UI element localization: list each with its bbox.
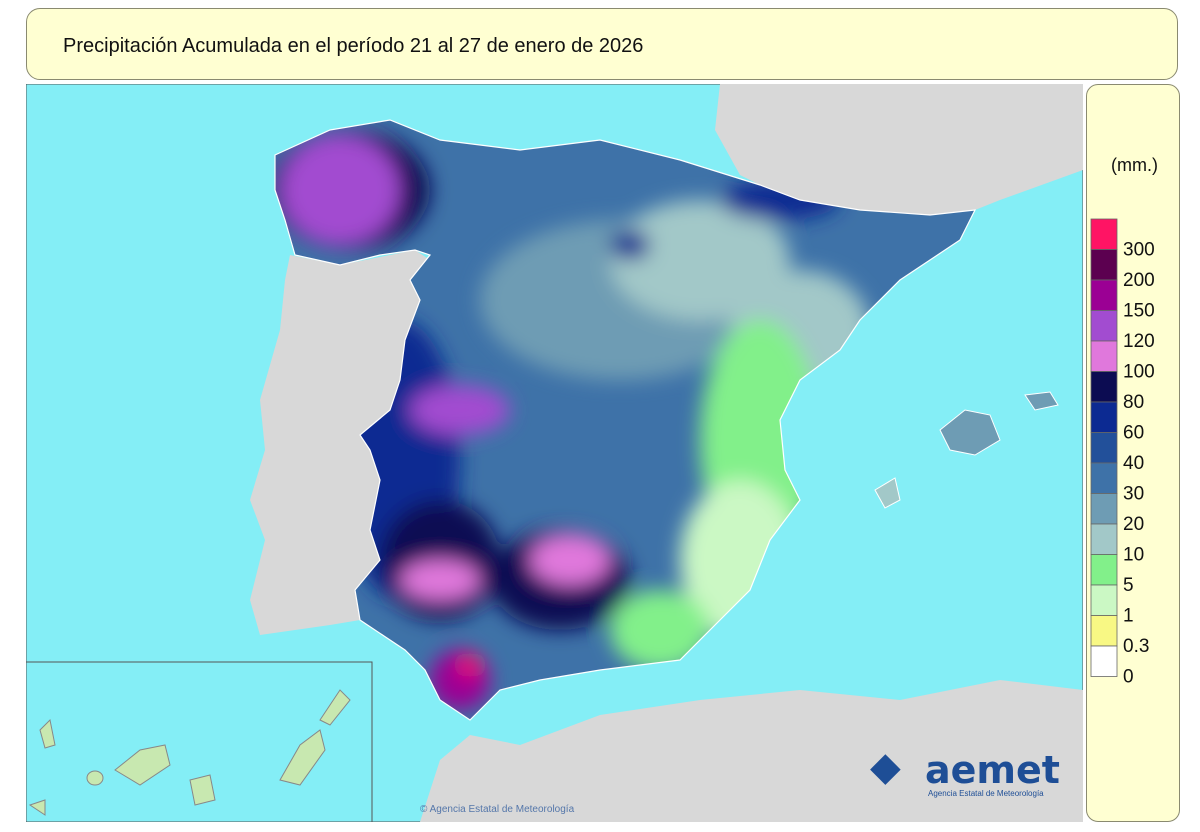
map: ◆ aemet Agencia Estatal de Meteorología … <box>26 84 1083 822</box>
legend-label: 300 <box>1123 240 1155 261</box>
legend-label: 200 <box>1123 270 1155 291</box>
legend-label: 80 <box>1123 392 1144 413</box>
legend-swatch <box>1090 523 1118 555</box>
menorca <box>1024 391 1059 411</box>
ibiza <box>874 477 901 509</box>
legend-swatch <box>1090 401 1118 433</box>
legend-swatch <box>1090 279 1118 311</box>
legend-swatch <box>1090 310 1118 342</box>
title-box: Precipitación Acumulada en el período 21… <box>26 8 1178 80</box>
legend-swatch <box>1090 493 1118 525</box>
legend: (mm.) 300 200 150 120 100 80 60 40 30 20 10 5 1 0.3 0 <box>1086 84 1180 822</box>
legend-label: 60 <box>1123 423 1144 444</box>
logo-subtitle: Agencia Estatal de Meteorología <box>928 789 1044 798</box>
legend-swatch <box>1090 218 1118 250</box>
legend-label: 0 <box>1123 667 1134 688</box>
legend-label: 5 <box>1123 575 1134 596</box>
legend-label: 120 <box>1123 331 1155 352</box>
legend-label: 40 <box>1123 453 1144 474</box>
legend-label: 1 <box>1123 606 1134 627</box>
legend-swatch <box>1090 249 1118 281</box>
legend-swatch <box>1090 615 1118 647</box>
legend-label: 30 <box>1123 484 1144 505</box>
legend-unit: (mm.) <box>1111 155 1158 175</box>
africa <box>420 680 1083 822</box>
legend-label: 0.3 <box>1123 636 1149 657</box>
mallorca <box>939 409 1001 456</box>
portugal <box>250 250 430 635</box>
legend-swatch <box>1090 584 1118 616</box>
legend-label: 10 <box>1123 545 1144 566</box>
legend-swatch <box>1090 462 1118 494</box>
logo-mark: ◆ <box>870 744 901 790</box>
legend-label: 20 <box>1123 514 1144 535</box>
legend-swatch <box>1090 645 1118 677</box>
logo-name: aemet <box>925 748 1060 792</box>
credit: © Agencia Estatal de Meteorología <box>420 804 575 815</box>
canary-islands <box>28 689 351 816</box>
france <box>715 84 1083 215</box>
legend-swatch <box>1090 371 1118 403</box>
legend-swatch <box>1090 554 1118 586</box>
legend-swatch <box>1090 340 1118 372</box>
legend-scale: 300 200 150 120 100 80 60 40 30 20 10 5 1 0.3 0 <box>1090 218 1155 688</box>
title: Precipitación Acumulada en el período 21… <box>63 35 644 57</box>
legend-label: 150 <box>1123 301 1155 322</box>
legend-swatch <box>1090 432 1118 464</box>
legend-label: 100 <box>1123 362 1155 383</box>
